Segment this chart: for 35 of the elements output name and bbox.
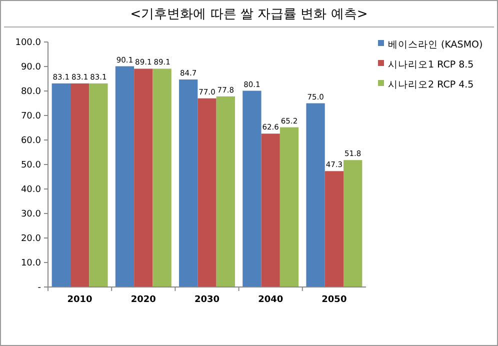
y-tick-label: 80.0 — [20, 87, 42, 98]
y-tick-label: 50.0 — [20, 160, 42, 171]
y-tick-label: 60.0 — [20, 136, 42, 146]
bar — [324, 171, 344, 287]
bar — [89, 83, 108, 287]
bar — [242, 90, 262, 287]
bar — [115, 66, 134, 287]
chart-title: <기후변화에 따른 쌀 자급률 변화 예측> — [130, 7, 368, 22]
legend-label: 베이스라인 (KASMO) — [388, 39, 483, 50]
x-tick-label: 2050 — [322, 295, 347, 305]
y-tick-label: 100.0 — [15, 38, 42, 48]
y-tick-label: - — [38, 283, 41, 294]
bar — [344, 160, 362, 287]
y-tick-label: 10.0 — [20, 258, 42, 269]
bar — [52, 83, 70, 287]
legend-label: 시나리오2 RCP 4.5 — [388, 79, 474, 90]
x-tick-label: 2020 — [130, 295, 156, 305]
y-tick-label: 90.0 — [20, 62, 42, 73]
bar — [179, 79, 198, 287]
y-tick-label: 30.0 — [20, 210, 42, 220]
bar — [280, 127, 299, 287]
bar — [261, 134, 280, 287]
bar — [70, 83, 90, 287]
y-tick-label: 70.0 — [20, 112, 42, 122]
y-tick-label: 20.0 — [20, 234, 42, 244]
bar — [216, 96, 235, 287]
bar — [198, 98, 216, 287]
bar — [306, 103, 325, 287]
y-tick-label: 40.0 — [20, 185, 42, 196]
bar — [152, 68, 172, 287]
x-tick-label: 2040 — [258, 295, 284, 305]
legend-label: 시나리오1 RCP 8.5 — [388, 59, 474, 70]
x-tick-label: 2010 — [67, 295, 92, 305]
x-tick-label: 2030 — [194, 295, 220, 305]
bar — [134, 68, 153, 287]
